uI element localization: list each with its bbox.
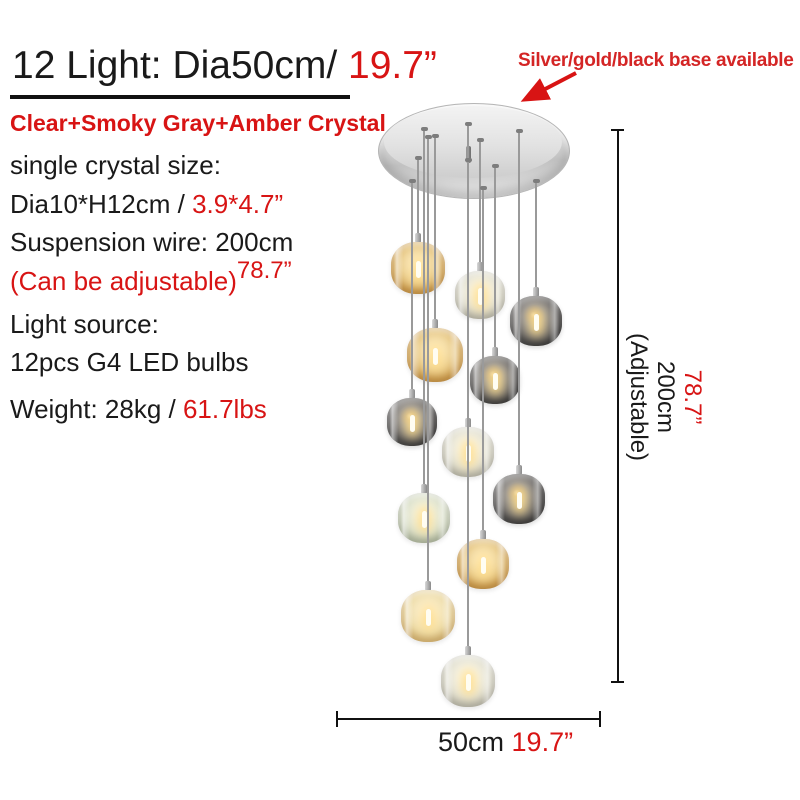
subtitle-crystal-colors: Clear+Smoky Gray+Amber Crystal [10, 110, 386, 136]
wire-attachment-dot [491, 164, 499, 168]
led-filament [516, 492, 522, 510]
pendant-wire [535, 181, 537, 288]
pendant-ball-smoky [470, 356, 520, 404]
horizontal-dimension-left-tick [336, 711, 338, 727]
pendant-ball-smoky [493, 474, 545, 524]
pendant-ball-amber [407, 328, 463, 382]
spec-suspension-note: (Can be adjustable)78.7” [10, 259, 292, 296]
led-filament [480, 557, 486, 575]
wire-attachment-dot [476, 138, 484, 142]
diameter-inches: 19.7” [511, 727, 574, 757]
led-filament [432, 347, 438, 365]
wire-attachment-dot [515, 129, 523, 133]
pendant-ball-amber [457, 539, 509, 589]
page-title: 12 Light: Dia50cm/ 19.7” [12, 44, 437, 88]
pendant-ferrule [516, 465, 522, 476]
pendant-wire [518, 131, 520, 466]
pendant-ball-clear_green [398, 493, 450, 543]
led-filament [533, 314, 539, 332]
wire-attachment-dot [479, 186, 487, 190]
diameter-cm: 50cm [438, 727, 512, 757]
led-filament [477, 288, 483, 306]
pendant-wire [423, 129, 425, 485]
pendant-wire [467, 160, 469, 647]
pendant-ferrule [421, 484, 427, 495]
pendant-ball-clear [441, 655, 495, 707]
pendant-ball-amber_light [401, 590, 455, 642]
pendant-ferrule [492, 347, 498, 358]
led-filament [415, 260, 421, 278]
pendant-ferrule [480, 530, 486, 541]
horizontal-dimension-line [337, 718, 600, 720]
vertical-dimension-top-tick [611, 129, 624, 131]
wire-attachment-dot [464, 158, 472, 162]
pendant-ferrule [409, 389, 415, 400]
pendant-wire [411, 181, 413, 390]
spec-light-source-label: Light source: [10, 309, 159, 339]
pendant-ferrule [533, 287, 539, 298]
led-filament [409, 415, 415, 433]
spec-crystal-size-value: Dia10*H12cm / 3.9*4.7” [10, 191, 283, 217]
spec-crystal-size-cm: Dia10*H12cm / [10, 189, 193, 219]
wire-attachment-dot [464, 122, 472, 126]
title-underline [10, 95, 350, 99]
horizontal-dimension-label: 50cm 19.7” [438, 727, 573, 758]
pendant-wire [482, 188, 484, 531]
spec-weight-lbs: 61.7lbs [182, 394, 267, 424]
horizontal-dimension-right-tick [599, 711, 601, 727]
pendant-ferrule [465, 646, 471, 657]
led-filament [492, 373, 498, 391]
vertical-dimension-label: 78.7” 200cm (Adjustable) [624, 329, 706, 465]
wire-attachment-dot [414, 156, 422, 160]
wire-attachment-dot [532, 179, 540, 183]
pendant-ferrule [477, 262, 483, 273]
title-text: 12 Light: Dia50cm/ [12, 44, 349, 87]
pendant-wire [494, 166, 496, 348]
pendant-wire [434, 136, 436, 320]
ceiling-canopy-face [384, 106, 562, 178]
pendant-wire [417, 158, 419, 234]
wire-attachment-dot [420, 127, 428, 131]
led-filament [425, 608, 431, 626]
wire-attachment-dot [408, 179, 416, 183]
title-inches: 19.7” [348, 44, 437, 87]
pendant-ferrule [432, 319, 438, 330]
spec-crystal-size-label: single crystal size: [10, 150, 221, 180]
spec-weight-kg: Weight: 28kg / [10, 394, 183, 424]
vertical-dimension-bottom-tick [611, 681, 624, 683]
spec-adjustable-inches: 78.7” [236, 257, 292, 284]
pendant-ball-clear [455, 271, 505, 319]
height-note: (Adjustable) [625, 332, 652, 462]
pendant-wire [427, 137, 429, 582]
pendant-ferrule [415, 233, 421, 244]
vertical-dimension-line [617, 130, 619, 682]
spec-crystal-size-inches: 3.9*4.7” [192, 189, 284, 219]
led-filament [421, 511, 427, 529]
pendant-ball-smoky [387, 398, 437, 446]
wire-attachment-dot [431, 134, 439, 138]
spec-light-source-value: 12pcs G4 LED bulbs [10, 347, 249, 377]
spec-suspension-wire: Suspension wire: 200cm [10, 227, 294, 257]
base-finish-note: Silver/gold/black base available [518, 50, 794, 71]
height-inches: 78.7” [679, 369, 706, 425]
spec-weight: Weight: 28kg / 61.7lbs [10, 396, 267, 422]
led-filament [465, 673, 471, 691]
pendant-wire [479, 140, 481, 263]
height-cm: 200cm [652, 360, 679, 434]
spec-adjustable-note: (Can be adjustable) [10, 266, 237, 296]
wire-attachment-dot [424, 135, 432, 139]
pendant-ball-amber [391, 242, 445, 294]
pendant-ferrule [425, 581, 431, 592]
